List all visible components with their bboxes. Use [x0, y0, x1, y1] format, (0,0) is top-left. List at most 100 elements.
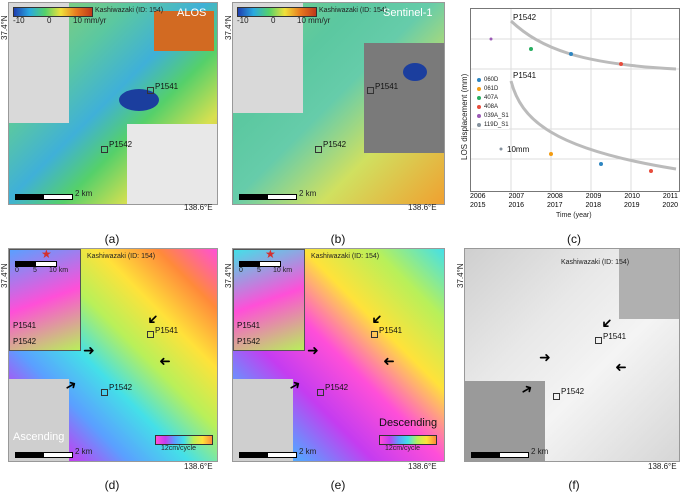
- caption-b: (b): [330, 232, 346, 246]
- cycle-label: 12cm/cycle: [161, 445, 197, 452]
- arrow-icon: ➜: [159, 354, 171, 370]
- data-point: [489, 37, 493, 41]
- legend-marker: [477, 113, 481, 118]
- point-label-p1541: P1541: [603, 332, 627, 341]
- x-tick-labels-bottom: 2015 2016 2017 2018 2019 2020: [470, 202, 678, 209]
- data-point: [649, 169, 653, 173]
- point-marker: [367, 87, 374, 94]
- x-tick-label: 2007: [508, 193, 525, 200]
- inset-scale-five: 5: [257, 267, 261, 274]
- shaded-relief: [465, 381, 545, 461]
- scale-bar: [15, 194, 73, 200]
- series-label-p1541: P1541: [513, 71, 537, 80]
- region-label: Kashiwazaki (ID: 154): [319, 7, 388, 14]
- shaded-relief: [9, 379, 69, 461]
- legend-item: 408A: [477, 102, 509, 111]
- legend-label: 039A_S1: [484, 112, 509, 119]
- colorbar-min: -10: [13, 16, 25, 25]
- legend-item: 060D: [477, 75, 509, 84]
- grid: [471, 9, 679, 191]
- colorbar-mid: 0: [47, 16, 52, 25]
- scatter-points: [489, 37, 653, 173]
- uplift-area: [154, 11, 214, 51]
- panel-b-map: -10 0 10 mm/yr Kashiwazaki (ID: 154) Sen…: [232, 2, 445, 205]
- x-tick-label: 2008: [547, 193, 563, 200]
- arrow-icon: ➜: [539, 349, 551, 365]
- data-point: [499, 147, 503, 151]
- x-tick-label: 2016: [508, 202, 525, 209]
- inset-scale-zero: 0: [15, 267, 19, 274]
- x-axis-label: Time (year): [556, 212, 592, 219]
- point-label-p1541: P1541: [375, 82, 399, 91]
- timeseries-plot: [471, 9, 679, 191]
- arrow-icon: ➜: [307, 342, 319, 358]
- point-label-p1542: P1542: [109, 383, 133, 392]
- phase-colorbar: [155, 435, 213, 445]
- x-tick-label: 2017: [546, 202, 563, 209]
- legend-item: 061D: [477, 84, 509, 93]
- legend-label: 119D_S1: [484, 121, 509, 128]
- shaded-relief: [233, 379, 293, 461]
- y-axis-label: LOS displacement (mm): [460, 73, 469, 160]
- inset-scale-bar: [239, 261, 281, 267]
- lon-label: 138.6°E: [408, 462, 437, 471]
- no-data-area: [364, 43, 444, 153]
- lat-label: 37.4°N: [0, 263, 9, 288]
- point-marker: [553, 393, 560, 400]
- data-point: [569, 52, 573, 56]
- legend-marker: [477, 95, 481, 100]
- legend-item: 407A: [477, 93, 509, 102]
- phase-colorbar: [379, 435, 437, 445]
- x-tick-label: 2010: [624, 193, 640, 200]
- colorbar-max: 10 mm/yr: [297, 16, 331, 25]
- scale-label: 2 km: [531, 447, 549, 456]
- legend-marker: [477, 122, 481, 127]
- inset-scale-label: 10 km: [273, 267, 293, 274]
- legend-label: 407A: [484, 94, 499, 101]
- point-marker: [147, 87, 154, 94]
- x-tick-labels-top: 2006 2007 2008 2009 2010 2011: [470, 193, 678, 200]
- shaded-relief: [127, 124, 217, 204]
- data-point: [529, 47, 533, 51]
- cycle-label: 12cm/cycle: [385, 445, 421, 452]
- x-tick-label: 2020: [662, 202, 678, 209]
- velocity-colorbar: [237, 7, 317, 17]
- inset-point-p1542: P1542: [237, 337, 261, 346]
- shaded-relief: [619, 249, 679, 319]
- legend-item: 039A_S1: [477, 111, 509, 120]
- lon-label: 138.6°E: [184, 203, 213, 212]
- data-point: [599, 162, 603, 166]
- inset-scale-zero: 0: [239, 267, 243, 274]
- arrow-icon: ➜: [597, 314, 618, 334]
- point-label-p1541: P1541: [155, 82, 179, 91]
- scale-label: 2 km: [299, 189, 317, 198]
- legend-marker: [477, 104, 481, 109]
- point-marker: [315, 146, 322, 153]
- point-marker: [317, 389, 324, 396]
- point-label-p1541: P1541: [155, 326, 179, 335]
- caption-e: (e): [330, 478, 346, 492]
- lat-label: 37.4°N: [224, 263, 233, 288]
- legend-marker: [477, 86, 481, 91]
- scale-label: 2 km: [75, 189, 93, 198]
- point-label-p1542: P1542: [109, 140, 133, 149]
- sensor-title: ALOS: [177, 7, 207, 19]
- region-label: Kashiwazaki (ID: 154): [311, 253, 380, 260]
- point-label-p1542: P1542: [325, 383, 349, 392]
- region-label: Kashiwazaki (ID: 154): [95, 7, 164, 14]
- x-tick-label: 2019: [623, 202, 640, 209]
- lat-label: 37.4°N: [456, 263, 465, 288]
- legend-label: 408A: [484, 103, 499, 110]
- region-label: Kashiwazaki (ID: 154): [87, 253, 156, 260]
- arrow-icon: ➜: [615, 360, 627, 376]
- velocity-colorbar: [13, 7, 93, 17]
- inset-scale-bar: [15, 261, 57, 267]
- star-icon: ★: [41, 248, 52, 261]
- scale-bar: [471, 452, 529, 458]
- legend-label: 061D: [484, 85, 499, 92]
- legend: 060D 061D 407A 408A 039A_S1 119D_S1: [477, 75, 509, 129]
- region-label: Kashiwazaki (ID: 154): [561, 259, 630, 266]
- caption-a: (a): [104, 232, 120, 246]
- point-label-p1542: P1542: [323, 140, 347, 149]
- scale-bar: [239, 452, 297, 458]
